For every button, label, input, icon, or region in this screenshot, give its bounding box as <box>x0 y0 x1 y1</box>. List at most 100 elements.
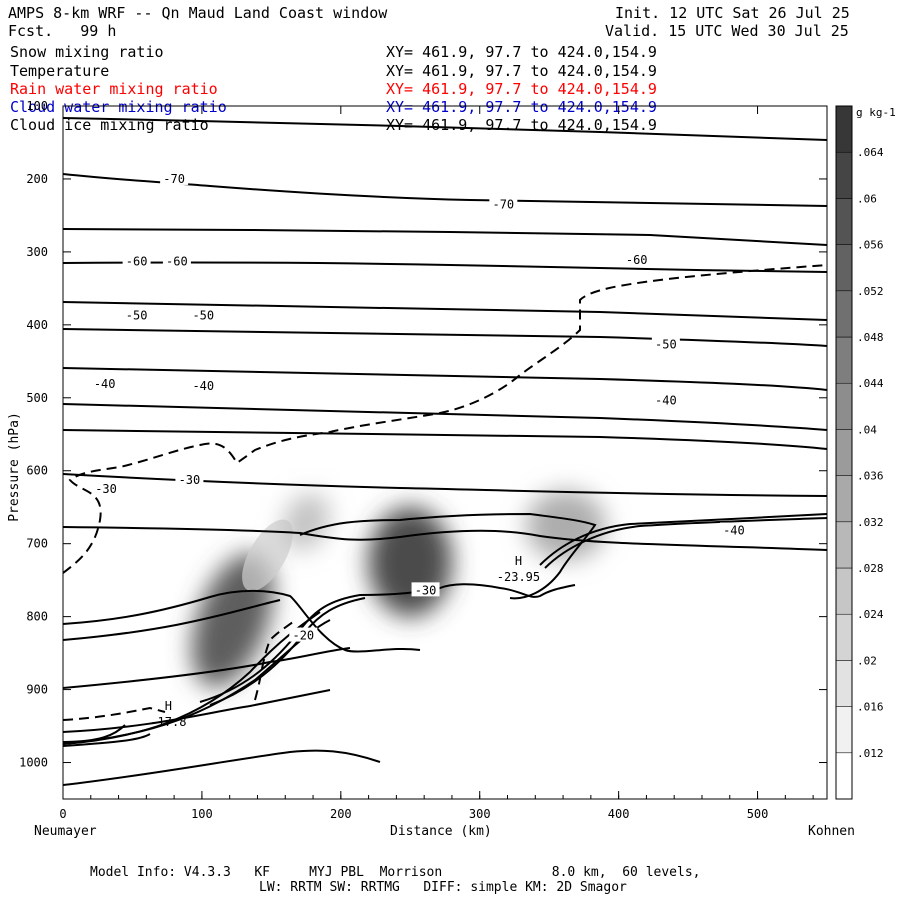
colorbar-bin <box>835 706 853 754</box>
isotherm-line <box>63 261 827 273</box>
isotherm-line <box>63 589 421 653</box>
colorbar-label: .036 <box>857 470 884 483</box>
contour-label-bg <box>122 253 151 268</box>
isotherm-line <box>63 733 151 747</box>
forecast-hour: Fcst. 99 h <box>8 22 117 40</box>
isotherm-line <box>63 367 827 391</box>
valid-time: Valid. 15 UTC Wed 30 Jul 25 <box>605 22 849 40</box>
contour-label-bg <box>189 307 218 322</box>
colorbar-units: g kg-1 <box>856 106 896 119</box>
isotherm-line <box>63 403 827 431</box>
colorbar-bin <box>835 198 853 245</box>
colorbar-bin <box>835 429 853 476</box>
y-tick-label: 800 <box>26 610 48 624</box>
init-time: Init. 12 UTC Sat 26 Jul 25 <box>615 4 850 22</box>
x-axis-right-label: Kohnen <box>808 824 855 839</box>
field-xy-temperature: XY= 461.9, 97.7 to 424.0,154.9 <box>386 62 657 80</box>
isotherm-line <box>63 647 351 689</box>
isotherm-line <box>63 429 827 450</box>
colorbar-frame <box>835 105 853 800</box>
colorbar-label: .04 <box>857 423 877 436</box>
y-axis-title: Pressure (hPa) <box>7 412 22 522</box>
contour-label-bg <box>651 336 680 351</box>
y-tick-label: 900 <box>26 683 48 697</box>
extremum-marker: H <box>515 554 522 568</box>
colorbar-bin <box>835 244 853 292</box>
contour-label-bg <box>289 627 318 642</box>
contour-label: -40 <box>94 377 116 391</box>
contour-label-bg <box>622 251 651 266</box>
contour-label: -50 <box>126 308 148 322</box>
contour-label: -40 <box>723 524 745 538</box>
model-info-line1: Model Info: V4.3.3 KF MYJ PBL Morrison 8… <box>90 865 701 880</box>
contour-label: -40 <box>192 379 214 393</box>
isotherm-line <box>63 526 827 551</box>
contour-label: -20 <box>292 629 314 643</box>
y-tick-label: 1000 <box>19 756 48 770</box>
colorbar-label: .02 <box>857 654 877 667</box>
contour-label: -50 <box>192 308 214 322</box>
y-tick-label: 200 <box>26 172 48 186</box>
contour-label: -60 <box>166 254 188 268</box>
colorbar-bin <box>835 475 853 523</box>
colorbar-bin <box>835 567 853 615</box>
colorbar-label: .044 <box>857 377 884 390</box>
colorbar-bin <box>835 382 853 430</box>
contour-label: -50 <box>655 338 677 352</box>
contour-label: -70 <box>163 172 185 186</box>
contour-label-bg <box>160 170 189 185</box>
contour-label-bg <box>122 307 151 322</box>
colorbar-bin <box>835 521 853 569</box>
contour-label-bg <box>489 196 518 211</box>
colorbar-label: .064 <box>857 146 884 159</box>
dashed-boundary-line <box>63 264 827 574</box>
y-tick-label: 500 <box>26 391 48 405</box>
model-info-line2: LW: RRTM SW: RRTMG DIFF: simple KM: 2D S… <box>259 880 627 895</box>
isotherm-line <box>63 724 126 743</box>
colorbar-bin <box>835 752 853 800</box>
colorbar-bin <box>835 151 853 199</box>
isotherm-line <box>63 611 321 745</box>
isotherm-line <box>63 328 827 347</box>
colorbar-bin <box>835 105 853 153</box>
contour-label: -70 <box>492 197 514 211</box>
field-name-rain: Rain water mixing ratio <box>10 80 218 98</box>
plot-frame <box>62 105 828 800</box>
contour-label-bg <box>651 392 680 407</box>
y-tick-label: 700 <box>26 537 48 551</box>
extremum-value: -17.8 <box>150 715 186 729</box>
colorbar-label: .056 <box>857 239 884 252</box>
colorbar-label: .028 <box>857 562 884 575</box>
isotherm-line <box>63 228 827 246</box>
colorbar-bin <box>835 290 853 338</box>
colorbar-bin <box>835 660 853 707</box>
isotherm-line <box>544 517 827 569</box>
y-tick-label: 600 <box>26 464 48 478</box>
isotherm-line <box>63 689 331 733</box>
colorbar-label: .032 <box>857 516 884 529</box>
colorbar-label: .06 <box>857 192 877 205</box>
x-axis-left-label: Neumayer <box>34 824 97 839</box>
x-axis-title: Distance (km) <box>390 824 492 839</box>
field-name-snow: Snow mixing ratio <box>10 43 164 61</box>
x-tick-label: 100 <box>191 807 213 821</box>
field-xy-snow: XY= 461.9, 97.7 to 424.0,154.9 <box>386 43 657 61</box>
isotherm-line <box>63 301 827 321</box>
contour-label: -30 <box>179 473 201 487</box>
y-tick-label: 100 <box>26 99 48 113</box>
contour-label-bg <box>411 582 440 597</box>
contour-label: -30 <box>95 482 117 496</box>
contour-label: -40 <box>655 394 677 408</box>
colorbar-label: .052 <box>857 285 884 298</box>
x-tick-label: 0 <box>59 807 66 821</box>
field-xy-rain: XY= 461.9, 97.7 to 424.0,154.9 <box>386 80 657 98</box>
field-name-cloud-ice: Cloud ice mixing ratio <box>10 116 209 134</box>
snow-plume <box>242 519 293 592</box>
field-name-cloud-water: Cloud water mixing ratio <box>10 98 227 116</box>
contour-label: -60 <box>126 254 148 268</box>
y-tick-label: 400 <box>26 318 48 332</box>
contour-label-bg <box>175 472 204 487</box>
isotherm-line <box>539 513 827 566</box>
contour-label-bg <box>719 522 748 537</box>
contour-label-bg <box>90 375 119 390</box>
